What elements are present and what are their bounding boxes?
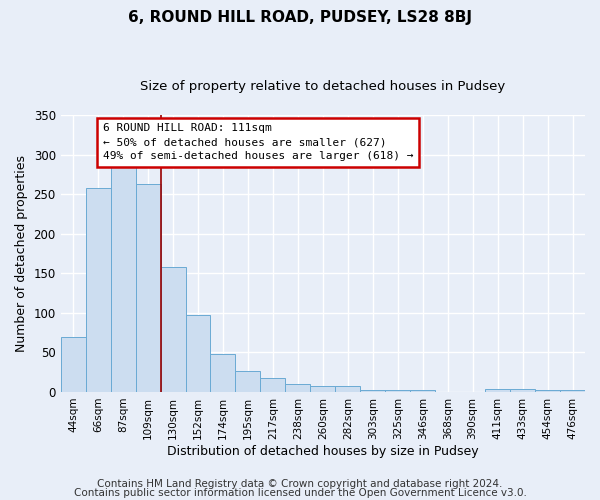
Y-axis label: Number of detached properties: Number of detached properties <box>15 155 28 352</box>
Text: 6, ROUND HILL ROAD, PUDSEY, LS28 8BJ: 6, ROUND HILL ROAD, PUDSEY, LS28 8BJ <box>128 10 472 25</box>
Bar <box>235 370 260 392</box>
Bar <box>310 386 335 392</box>
Bar <box>385 390 410 392</box>
Bar <box>260 378 286 392</box>
Text: 6 ROUND HILL ROAD: 111sqm
← 50% of detached houses are smaller (627)
49% of semi: 6 ROUND HILL ROAD: 111sqm ← 50% of detac… <box>103 124 413 162</box>
Bar <box>86 188 110 392</box>
Bar <box>61 336 86 392</box>
Bar <box>136 184 161 392</box>
Bar <box>286 384 310 392</box>
Bar <box>360 390 385 392</box>
Bar <box>560 390 585 392</box>
Bar <box>161 267 185 392</box>
Text: Contains public sector information licensed under the Open Government Licence v3: Contains public sector information licen… <box>74 488 526 498</box>
Bar <box>510 389 535 392</box>
Bar <box>185 315 211 392</box>
Bar <box>110 158 136 392</box>
Bar <box>485 389 510 392</box>
Bar <box>335 386 360 392</box>
Bar <box>410 390 435 392</box>
Text: Contains HM Land Registry data © Crown copyright and database right 2024.: Contains HM Land Registry data © Crown c… <box>97 479 503 489</box>
Bar <box>535 390 560 392</box>
Bar <box>211 354 235 392</box>
X-axis label: Distribution of detached houses by size in Pudsey: Distribution of detached houses by size … <box>167 444 479 458</box>
Title: Size of property relative to detached houses in Pudsey: Size of property relative to detached ho… <box>140 80 505 93</box>
